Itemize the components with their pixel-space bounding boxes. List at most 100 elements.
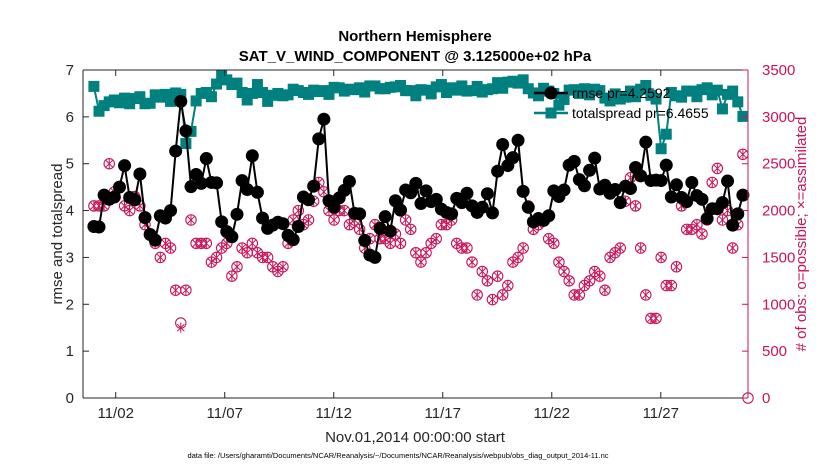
assimilated-obs-point: [549, 238, 558, 249]
rmse-point: [475, 200, 489, 214]
possible-obs-point: [231, 261, 243, 273]
totalspread-point: [159, 88, 171, 100]
rmse-point: [307, 179, 321, 193]
totalspread-point: [492, 77, 504, 89]
assimilated-obs-point: [473, 289, 482, 300]
rmse-point: [419, 184, 433, 198]
rmse-point: [511, 133, 525, 147]
assimilated-obs-point: [248, 238, 257, 249]
rmse-point: [721, 174, 735, 188]
assimilated-obs-point: [667, 280, 676, 291]
totalspread-point: [435, 79, 447, 91]
totalspread-point: [93, 105, 105, 117]
totalspread-point: [471, 80, 483, 92]
possible-obs-point: [634, 242, 647, 254]
assimilated-obs-point: [462, 243, 471, 254]
rmse-point: [164, 204, 178, 218]
possible-obs-point: [655, 251, 667, 264]
assimilated-obs-point: [631, 200, 640, 211]
assimilated-obs-point: [478, 266, 487, 277]
totalspread-point: [650, 93, 662, 105]
chart-title: Northern Hemisphere: [338, 28, 491, 45]
y2-tick-label: 500: [762, 343, 787, 360]
possible-obs-point: [629, 200, 642, 212]
rmse-point: [250, 185, 264, 199]
rmse-point: [245, 149, 259, 163]
x-tick-label: 11/07: [207, 405, 243, 422]
assimilated-obs-point: [416, 257, 425, 268]
assimilated-obs-point: [657, 252, 666, 263]
possible-obs-point: [486, 293, 499, 306]
totalspread-point: [175, 88, 187, 100]
totalspread-point: [630, 91, 642, 103]
totalspread-point: [655, 143, 667, 155]
possible-obs-point: [394, 237, 407, 250]
rmse-point: [736, 188, 750, 202]
rmse-point: [680, 195, 694, 209]
possible-obs-point: [420, 246, 432, 259]
rmse-point: [685, 175, 699, 189]
assimilated-obs-point: [682, 224, 691, 235]
possible-obs-point: [471, 289, 483, 301]
y-tick-label: 2: [66, 296, 74, 313]
totalspread-point: [88, 80, 100, 92]
possible-obs-point: [517, 242, 529, 254]
assimilated-obs-point: [156, 252, 165, 263]
y2-tick-label: 3000: [762, 109, 795, 126]
y2-axis-label: # of obs: o=possible; ×=assimilated: [793, 117, 810, 352]
possible-obs-point: [726, 242, 739, 254]
y-tick-label: 4: [66, 203, 74, 220]
assimilated-obs-point: [560, 266, 568, 277]
possible-obs-point: [226, 270, 238, 282]
totalspread-point: [410, 90, 422, 102]
rmse-point: [429, 192, 443, 206]
totalspread-point: [425, 88, 437, 100]
assimilated-obs-point: [641, 289, 650, 300]
possible-obs-point: [154, 251, 167, 264]
possible-obs-point: [466, 256, 478, 268]
y2-tick-label: 0: [762, 390, 770, 407]
legend-rmse-marker: [544, 86, 558, 100]
assimilated-obs-point: [411, 247, 420, 258]
possible-obs-point: [696, 228, 708, 240]
totalspread-point: [716, 103, 728, 115]
rmse-point: [608, 182, 622, 196]
rmse-point: [256, 211, 270, 225]
assimilated-obs-point: [432, 233, 441, 244]
rmse-point: [480, 187, 494, 201]
rmse-point: [623, 182, 637, 196]
assimilated-obs-point: [125, 205, 134, 216]
rmse-point: [230, 207, 244, 221]
y-tick-label: 7: [66, 62, 74, 79]
possible-obs-point: [711, 162, 724, 175]
assimilated-obs-point: [570, 289, 579, 300]
legend-rmse-label: rmse pr=4.2592: [572, 85, 671, 101]
assimilated-obs-point: [652, 313, 660, 324]
totalspread-point: [144, 97, 156, 109]
y2-tick-label: 1500: [762, 249, 795, 266]
totalspread-point: [190, 95, 202, 107]
totalspread-point: [359, 86, 371, 98]
rmse-point: [639, 135, 653, 149]
legend: rmse pr=4.2592 totalspread pr=6.4655: [534, 85, 709, 121]
y-tick-label: 1: [66, 343, 74, 360]
possible-obs-point: [476, 265, 489, 278]
rmse-point: [128, 193, 142, 207]
totalspread-point: [236, 86, 248, 98]
possible-obs-point: [404, 223, 417, 236]
assimilated-obs-point: [227, 271, 236, 282]
rmse-point: [383, 224, 397, 238]
rmse-point: [557, 183, 571, 197]
assimilated-obs-point: [483, 275, 492, 286]
x-tick-label: 11/22: [534, 405, 570, 422]
assimilated-obs-point: [519, 243, 528, 254]
rmse-point: [409, 176, 423, 190]
totalspread-point: [165, 95, 177, 107]
assimilated-obs-point: [565, 275, 574, 286]
rmse-point: [634, 169, 648, 183]
assimilated-obs-point: [401, 214, 410, 225]
assimilated-obs-point: [662, 280, 671, 291]
totalspread-point: [594, 85, 606, 97]
x-tick-label: 11/02: [97, 405, 133, 422]
assimilated-obs-point: [340, 205, 349, 216]
